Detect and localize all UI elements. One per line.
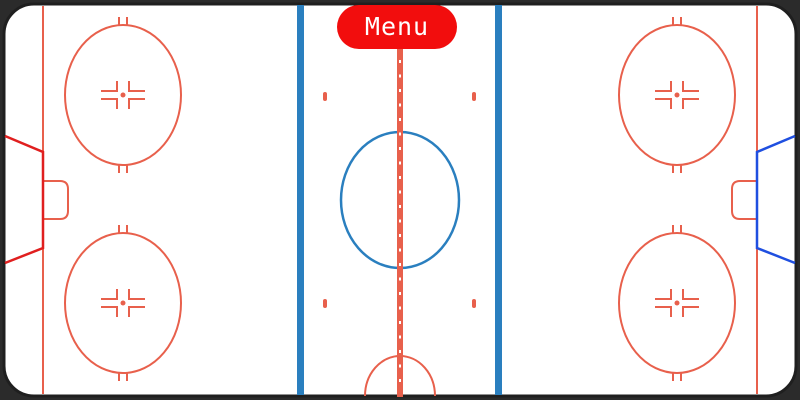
right-goal-net-icon: [755, 134, 796, 265]
faceoff-ring: [64, 232, 182, 374]
left-blue-line: [297, 5, 304, 395]
faceoff-crosshair-icon: [655, 289, 699, 317]
neutral-zone-dot-top-right: [472, 92, 476, 101]
center-line-dash: [399, 161, 401, 165]
faceoff-dot: [674, 92, 680, 98]
crosshair-corner: [101, 81, 118, 92]
referee-crease: [364, 355, 436, 397]
faceoff-dot: [674, 300, 680, 306]
center-line-dash: [399, 277, 401, 281]
center-line-dash: [399, 190, 401, 194]
faceoff-dot: [120, 92, 126, 98]
center-line-dash: [399, 147, 401, 150]
faceoff-dot: [120, 300, 126, 306]
neutral-zone-dot-bottom-left: [323, 299, 327, 308]
faceoff-crosshair-icon: [101, 81, 145, 109]
center-line-dash: [399, 176, 401, 179]
center-line-dashes: [399, 60, 401, 382]
right-blue-line: [495, 5, 502, 395]
center-line-dash: [399, 364, 401, 368]
faceoff-crosshair-icon: [655, 81, 699, 109]
faceoff-circle-top-left: [64, 17, 182, 173]
end-zone-faceoff-circles: [64, 17, 736, 381]
center-line-dash: [399, 306, 401, 310]
crosshair-corner: [101, 289, 118, 300]
center-line-dash: [399, 321, 401, 324]
center-line-dash: [399, 234, 401, 237]
crosshair-corner: [128, 306, 145, 317]
center-line-dash: [399, 292, 401, 295]
left-goal-net-icon: [4, 134, 45, 265]
faceoff-ring: [618, 232, 736, 374]
left-goal-crease: [43, 180, 69, 220]
crosshair-corner: [655, 81, 672, 92]
center-line-dash: [399, 219, 401, 223]
crosshair-corner: [128, 98, 145, 109]
center-line-dash: [399, 379, 401, 382]
center-line-dash: [399, 74, 401, 78]
faceoff-circle-top-right: [618, 17, 736, 173]
menu-button[interactable]: Menu: [337, 5, 457, 49]
crosshair-corner: [682, 306, 699, 317]
crosshair-corner: [655, 289, 672, 300]
crosshair-corner: [655, 306, 672, 317]
center-line-dash: [399, 103, 401, 107]
faceoff-ring: [618, 24, 736, 166]
crosshair-corner: [682, 81, 699, 92]
center-line-dash: [399, 89, 401, 92]
faceoff-crosshair-icon: [101, 289, 145, 317]
center-line-dash: [399, 248, 401, 252]
center-line-dash: [399, 335, 401, 339]
center-line-dash: [399, 118, 401, 121]
neutral-zone-dot-top-left: [323, 92, 327, 101]
center-line-dash: [399, 132, 401, 136]
faceoff-circle-bottom-left: [64, 225, 182, 381]
right-goal-crease: [731, 180, 757, 220]
center-line-dash: [399, 350, 401, 353]
center-line-dash: [399, 60, 401, 63]
crosshair-corner: [682, 289, 699, 300]
faceoff-ring: [64, 24, 182, 166]
crosshair-corner: [655, 98, 672, 109]
neutral-zone-dot-bottom-right: [472, 299, 476, 308]
center-line-dash: [399, 205, 401, 208]
crosshair-corner: [101, 306, 118, 317]
crosshair-corner: [101, 98, 118, 109]
crosshair-corner: [128, 289, 145, 300]
faceoff-circle-bottom-right: [618, 225, 736, 381]
crosshair-corner: [128, 81, 145, 92]
crosshair-corner: [682, 98, 699, 109]
center-line-dash: [399, 263, 401, 266]
